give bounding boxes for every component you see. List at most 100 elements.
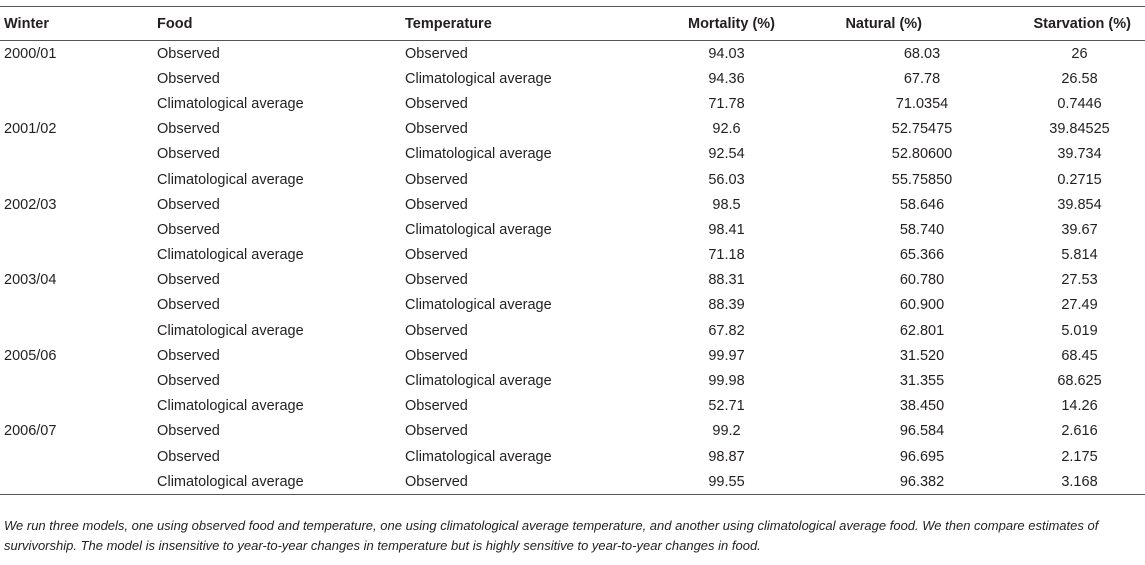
table-row: Observed Climatological average 98.41 58.74… <box>0 217 1145 242</box>
cell-temperature: Observed <box>405 45 468 62</box>
cell-natural: 58.646 <box>899 196 945 213</box>
cell-food: Observed <box>157 347 220 364</box>
header-winter: Winter <box>0 6 153 41</box>
table-row: Climatological average Observed 67.82 62.80… <box>0 318 1145 343</box>
cell-temperature: Climatological average <box>405 70 552 87</box>
cell-food: Observed <box>157 121 220 138</box>
cell-temperature: Climatological average <box>405 373 552 390</box>
table-row: Climatological average Observed 71.18 65.36… <box>0 243 1145 268</box>
table-caption: We run three models, one using observed … <box>4 518 1099 553</box>
cell-temperature: Observed <box>405 247 468 264</box>
cell-temperature: Observed <box>405 423 468 440</box>
cell-temperature: Climatological average <box>405 146 552 163</box>
cell-winter: 2000/01 <box>4 45 57 62</box>
cell-winter <box>0 469 153 496</box>
cell-temperature: Observed <box>401 469 619 496</box>
cell-starvation: 3.168 <box>1010 469 1145 496</box>
table-row: Observed Climatological average 94.36 67.78… <box>0 66 1145 91</box>
cell-food: Climatological average <box>157 247 304 264</box>
cell-mortality: 99.2 <box>712 423 741 440</box>
cell-winter <box>0 368 153 393</box>
cell-winter: 2001/02 <box>4 121 57 138</box>
cell-mortality: 88.39 <box>708 297 745 314</box>
cell-temperature: Observed <box>405 347 468 364</box>
cell-winter: 2003/04 <box>4 272 57 289</box>
cell-temperature: Observed <box>405 121 468 138</box>
cell-mortality: 99.98 <box>708 373 745 390</box>
cell-mortality: 71.18 <box>708 247 745 264</box>
cell-starvation: 68.625 <box>1057 373 1102 390</box>
table-row: Observed Climatological average 92.54 52.80… <box>0 142 1145 167</box>
cell-mortality: 98.87 <box>708 448 745 465</box>
cell-food: Climatological average <box>157 95 304 112</box>
cell-starvation: 2.616 <box>1061 423 1098 440</box>
cell-natural: 58.740 <box>899 221 945 238</box>
cell-mortality: 71.78 <box>708 95 745 112</box>
cell-winter: 2002/03 <box>4 196 57 213</box>
cell-natural: 52.75475 <box>891 121 953 138</box>
header-starvation: Starvation (%) <box>1010 6 1145 41</box>
cell-starvation: 14.26 <box>1061 398 1098 415</box>
header-natural: Natural (%) <box>830 6 1010 41</box>
cell-natural: 31.355 <box>899 373 945 390</box>
header-mortality: Mortality (%) <box>619 6 830 41</box>
cell-starvation: 68.45 <box>1061 347 1098 364</box>
cell-natural: 55.75850 <box>891 171 953 188</box>
cell-starvation: 27.53 <box>1061 272 1098 289</box>
header-temperature: Temperature <box>401 6 619 41</box>
cell-temperature: Climatological average <box>405 297 552 314</box>
table-row: 2005/06 Observed Observed 99.97 31.520 68.45 <box>0 343 1145 368</box>
cell-temperature: Observed <box>405 196 468 213</box>
cell-food: Observed <box>157 45 220 62</box>
cell-starvation: 0.2715 <box>1057 171 1102 188</box>
cell-mortality: 99.97 <box>708 347 745 364</box>
cell-starvation: 26 <box>1071 45 1088 62</box>
table-row: 2000/01 Observed Observed 94.03 68.03 26 <box>0 41 1145 67</box>
cell-winter <box>0 142 153 167</box>
cell-temperature: Observed <box>405 272 468 289</box>
table-row: 2001/02 Observed Observed 92.6 52.75475 39.84… <box>0 117 1145 142</box>
cell-temperature: Observed <box>405 95 468 112</box>
table-row: 2006/07 Observed Observed 99.2 96.584 2.616 <box>0 419 1145 444</box>
cell-temperature: Observed <box>405 171 468 188</box>
cell-mortality: 92.6 <box>712 121 741 138</box>
header-row: Winter Food Temperature Mortality (%) Na… <box>0 6 1145 41</box>
cell-winter <box>0 66 153 91</box>
cell-temperature: Climatological average <box>405 221 552 238</box>
cell-natural: 96.382 <box>830 469 1010 496</box>
cell-mortality: 94.03 <box>708 45 745 62</box>
cell-mortality: 99.55 <box>619 469 830 496</box>
cell-temperature: Observed <box>405 322 468 339</box>
cell-food: Climatological average <box>157 322 304 339</box>
cell-mortality: 67.82 <box>708 322 745 339</box>
cell-natural: 31.520 <box>899 347 945 364</box>
cell-winter <box>0 394 153 419</box>
cell-food: Observed <box>157 221 220 238</box>
cell-temperature: Climatological average <box>405 448 552 465</box>
cell-winter <box>0 444 153 469</box>
cell-winter <box>0 293 153 318</box>
cell-starvation: 5.814 <box>1061 247 1098 264</box>
cell-natural: 52.80600 <box>891 146 953 163</box>
cell-starvation: 2.175 <box>1061 448 1098 465</box>
cell-starvation: 39.67 <box>1061 221 1098 238</box>
table-row: Observed Climatological average 88.39 60.90… <box>0 293 1145 318</box>
cell-food: Climatological average <box>157 398 304 415</box>
cell-natural: 68.03 <box>903 45 941 62</box>
cell-food: Observed <box>157 423 220 440</box>
cell-temperature: Observed <box>405 398 468 415</box>
cell-food: Observed <box>157 146 220 163</box>
table-row: Climatological average Observed 56.03 55.75… <box>0 167 1145 192</box>
cell-mortality: 98.5 <box>712 196 741 213</box>
cell-natural: 38.450 <box>899 398 945 415</box>
table-row: Observed Climatological average 98.87 96.69… <box>0 444 1145 469</box>
cell-natural: 96.695 <box>899 448 945 465</box>
cell-winter <box>0 91 153 116</box>
cell-food: Climatological average <box>157 171 304 188</box>
cell-mortality: 98.41 <box>708 221 745 238</box>
table-row: Observed Climatological average 99.98 31.35… <box>0 368 1145 393</box>
cell-food: Observed <box>157 448 220 465</box>
cell-food: Observed <box>157 70 220 87</box>
data-table: Winter Food Temperature Mortality (%) Na… <box>0 6 1145 496</box>
table-row: Climatological average Observed 52.71 38.45… <box>0 394 1145 419</box>
